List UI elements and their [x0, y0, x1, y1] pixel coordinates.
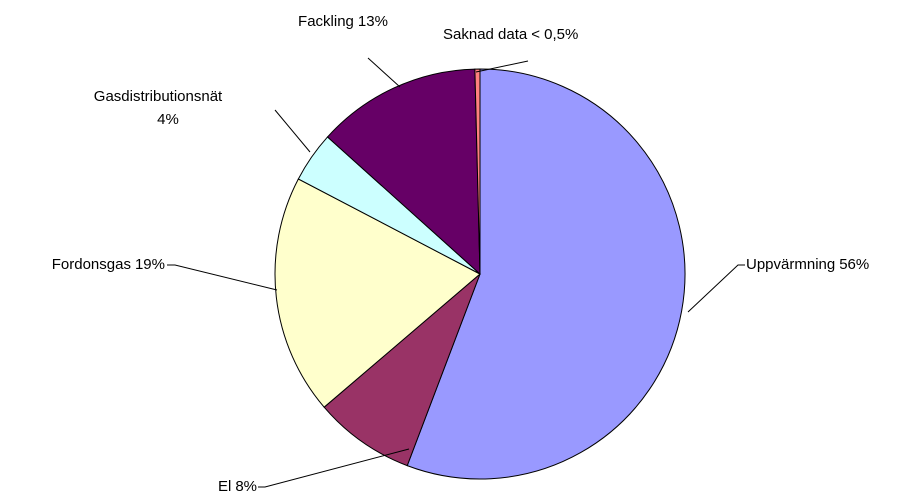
slice-label-value: 13%	[358, 13, 388, 30]
pie-slice	[474, 68, 481, 275]
slice-label-name: Fordonsgas	[52, 256, 131, 273]
slice-label: El 8%	[218, 478, 257, 493]
slice-label: Fordonsgas 19%	[52, 256, 165, 273]
slice-label-value: 19%	[135, 256, 165, 273]
leader-line	[367, 57, 401, 88]
slice-label-name: El	[218, 478, 231, 493]
slice-label-name: Saknad data	[443, 26, 528, 43]
pie-slice	[326, 68, 481, 276]
leader-line	[274, 109, 311, 153]
slice-label-value: 56%	[839, 256, 869, 273]
slice-label-value: < 0,5%	[531, 26, 578, 43]
leader-line	[475, 60, 529, 73]
leader-line	[167, 264, 278, 291]
pie-slice	[406, 68, 686, 480]
slice-label-value: 8%	[235, 478, 257, 493]
slice-label: Saknad data < 0,5%	[443, 26, 578, 43]
slice-label-name: Fackling	[298, 13, 354, 30]
slice-label-name: Uppvärmning	[746, 256, 835, 273]
slice-label-name: Gasdistributionsnät	[94, 88, 223, 105]
leader-line	[258, 448, 410, 488]
pie-slice	[274, 178, 481, 408]
leader-line	[687, 264, 745, 313]
slice-label: Gasdistributionsnät 4%	[94, 88, 223, 128]
slice-label: Uppvärmning 56%	[746, 256, 869, 273]
pie-slice	[323, 273, 481, 467]
slice-label: Fackling 13%	[298, 13, 388, 30]
slice-label-value: 4%	[157, 111, 179, 128]
